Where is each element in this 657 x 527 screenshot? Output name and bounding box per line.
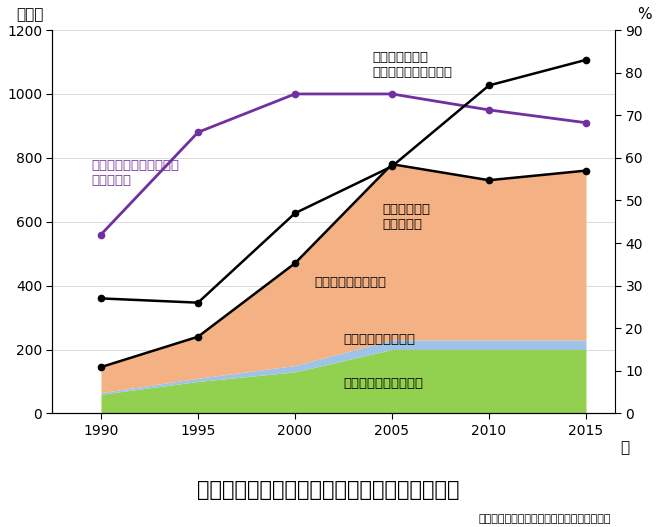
- Text: プラスチック循環利用協会のデータから作成: プラスチック循環利用協会のデータから作成: [478, 514, 611, 524]
- Text: リサイクル量
（左目盛）: リサイクル量 （左目盛）: [382, 202, 430, 231]
- Text: 廃プラスチック
有効利用率（右目盛）: 廃プラスチック 有効利用率（右目盛）: [373, 51, 453, 79]
- Text: %: %: [637, 7, 652, 22]
- Text: 年: 年: [621, 440, 630, 455]
- Text: 廃プラスチック総排出量
（左目盛）: 廃プラスチック総排出量 （左目盛）: [91, 160, 179, 188]
- Text: ケミカルリサイクル: ケミカルリサイクル: [344, 334, 415, 346]
- Text: 万トン: 万トン: [16, 7, 43, 22]
- Text: マテリアルリサイクル: マテリアルリサイクル: [344, 377, 424, 389]
- Text: プラスチック廃棄物の排出量と有効利用の推移: プラスチック廃棄物の排出量と有効利用の推移: [197, 480, 460, 500]
- Text: サーマルリサイクル: サーマルリサイクル: [315, 276, 386, 289]
